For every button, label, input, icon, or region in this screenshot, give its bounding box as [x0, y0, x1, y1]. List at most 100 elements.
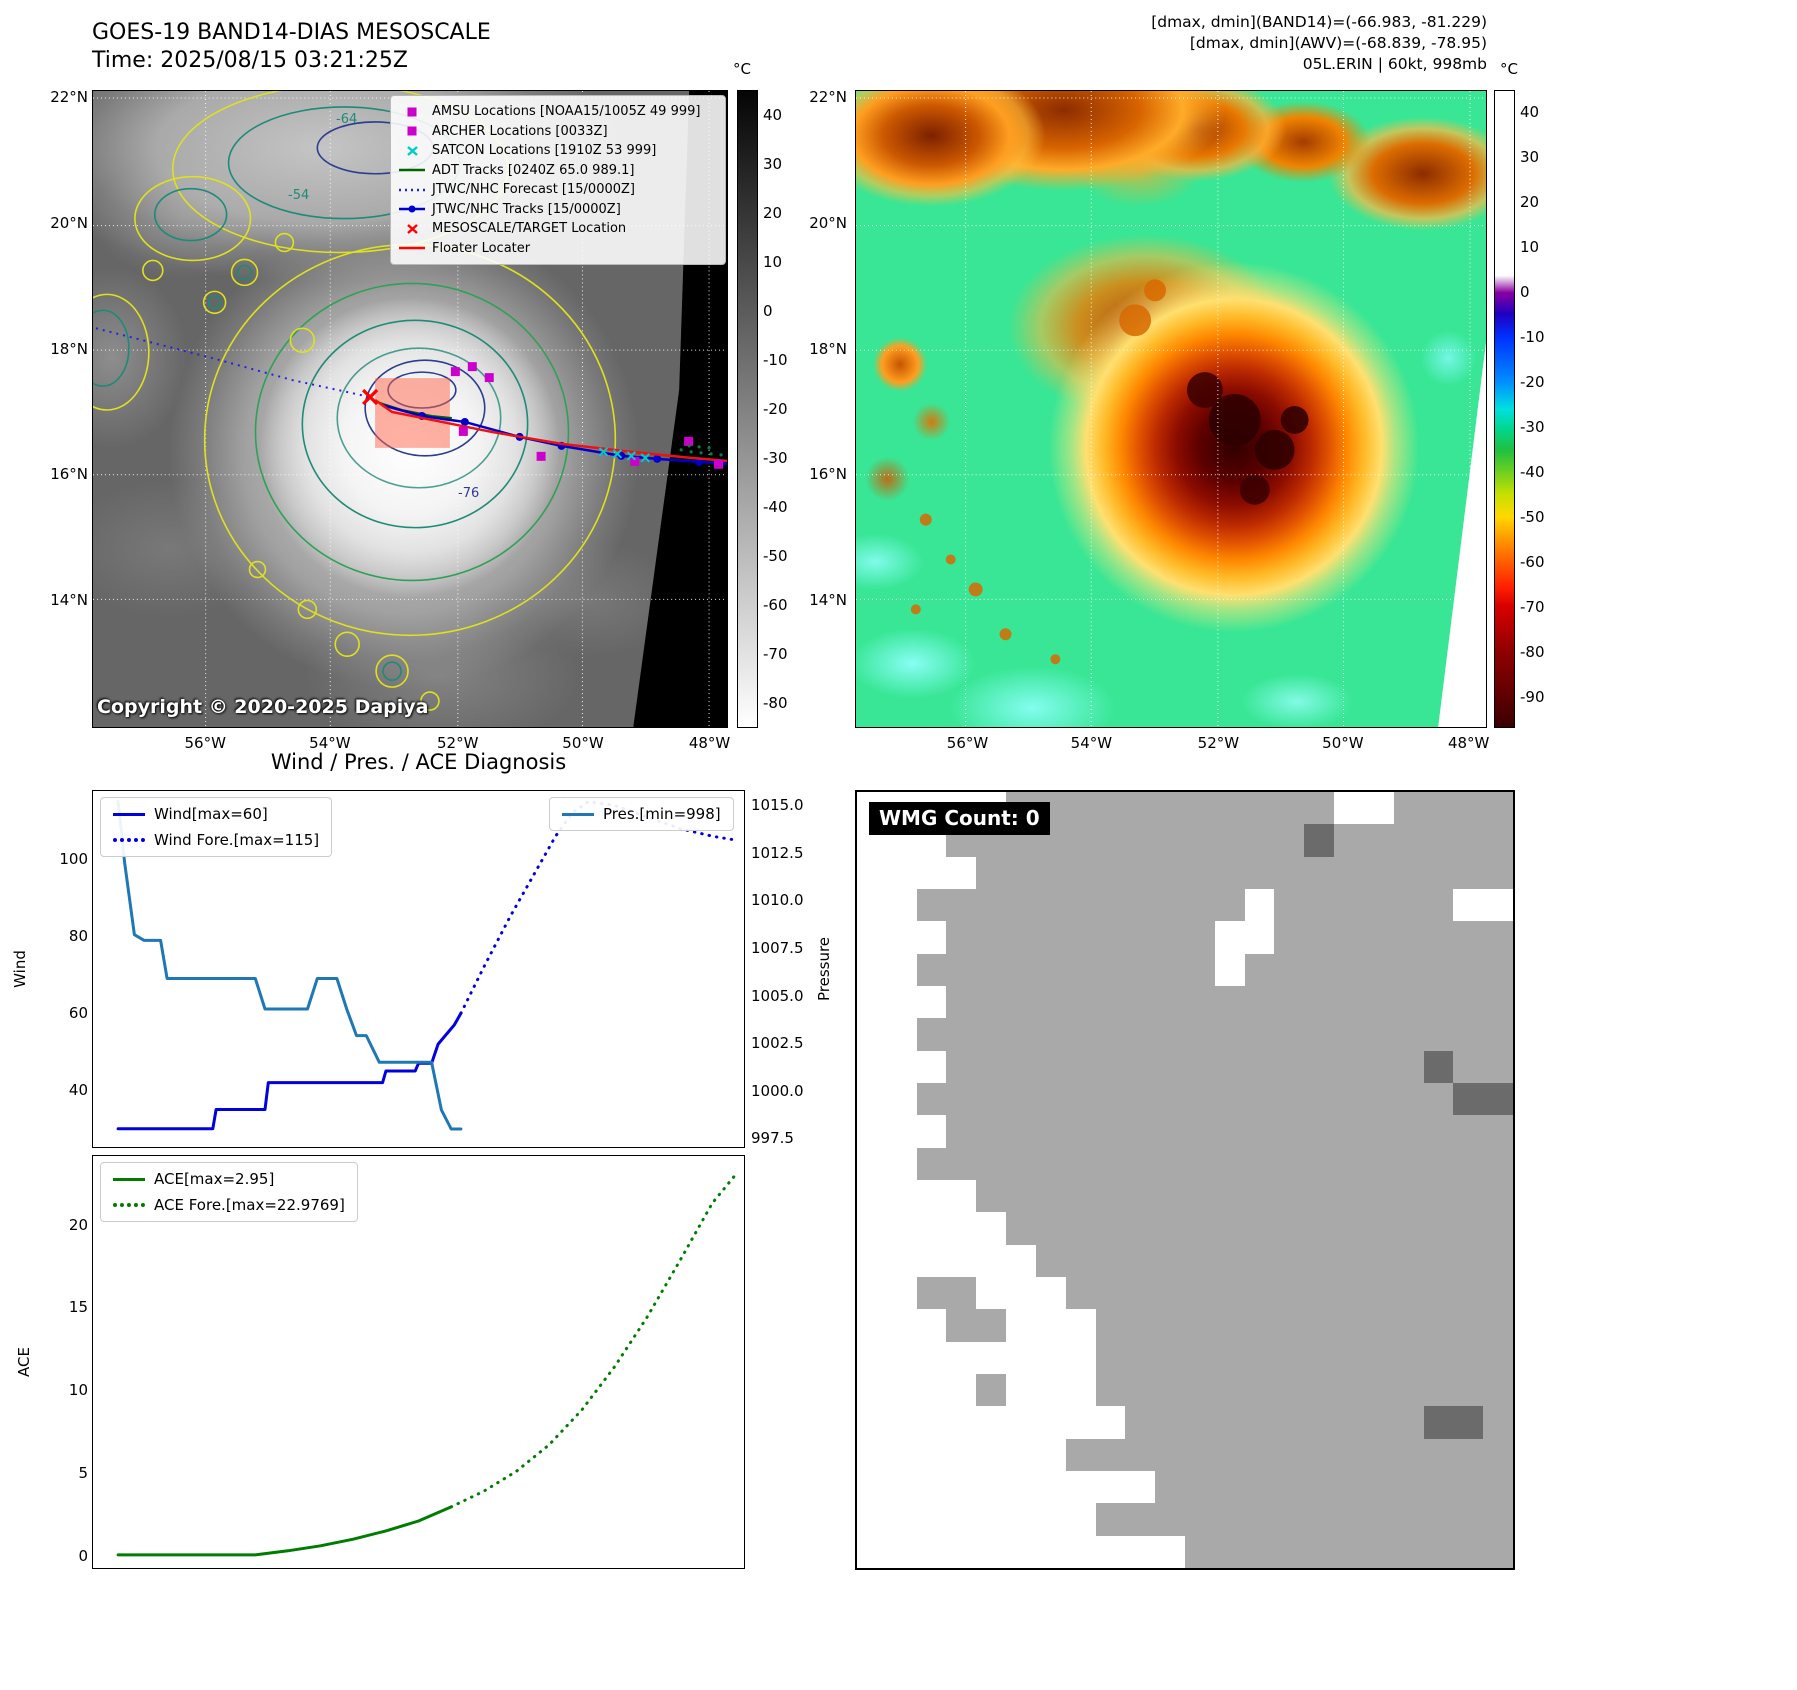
wmg-cell [1035, 1535, 1066, 1568]
wmg-cell [1363, 856, 1394, 889]
wmg-cell [1363, 792, 1394, 825]
wmg-cell [916, 1276, 947, 1310]
wmg-cell [1393, 1406, 1424, 1439]
pressure-line-sample-icon [562, 812, 594, 816]
wmg-cell [1244, 1276, 1275, 1310]
wmg-cell [1483, 1115, 1513, 1148]
wmg-cell [1453, 1309, 1484, 1342]
wmg-cell [1035, 1212, 1066, 1245]
wmg-cell [1244, 824, 1275, 857]
wmg-cell [1304, 1309, 1335, 1342]
wmg-cell [976, 1115, 1007, 1148]
wmg-cell [1334, 1309, 1364, 1342]
wmg-cell [1125, 792, 1156, 825]
band14-title: GOES-19 BAND14-DIAS MESOSCALE [92, 20, 491, 45]
dmax-dmin-awv: [dmax, dmin](AWV)=(-68.839, -78.95) [1189, 34, 1487, 52]
wind-legend: Wind[max=60] Wind Fore.[max=115] [100, 797, 333, 857]
wmg-cell [1274, 1115, 1305, 1148]
latitude-tick: 16°N [50, 465, 88, 484]
wmg-cell [946, 1276, 977, 1310]
colorbar-tick: 40 [1520, 103, 1540, 122]
wmg-cell [1035, 1179, 1066, 1213]
wmg-cell [857, 921, 887, 954]
wmg-cell [916, 1309, 947, 1342]
wmg-cell [976, 1179, 1007, 1213]
colorbar-tick: -10 [763, 350, 788, 369]
wmg-cell [1483, 921, 1513, 954]
band14-colorbar-ticks: 40 30 20 10 0 -10 -20 -30 -40 -50 -60 -70 -80 [763, 90, 803, 728]
latitude-tick: 20°N [809, 214, 847, 233]
pressure-tick: 1005.0 [751, 986, 804, 1005]
wmg-cell [976, 985, 1007, 1019]
wmg-cell [1125, 1212, 1156, 1245]
wmg-cell [1095, 1212, 1126, 1245]
wmg-cell [1214, 1179, 1245, 1213]
wmg-cell [1125, 1341, 1156, 1374]
x-marker-icon [407, 145, 418, 156]
wmg-cell [886, 1373, 917, 1407]
wmg-cell [1065, 1179, 1096, 1213]
wmg-cell [1095, 856, 1126, 889]
band14-colorbar-unit: °C [733, 60, 751, 78]
colorbar-tick: -20 [763, 400, 788, 418]
wmg-cell [1393, 1535, 1424, 1568]
wmg-cell [1304, 824, 1335, 857]
wmg-cell [1423, 1115, 1454, 1148]
colorbar-tick: -50 [1520, 507, 1545, 526]
wmg-cell [1274, 1179, 1305, 1213]
wmg-cell [1185, 1470, 1215, 1504]
wmg-cell [946, 1115, 977, 1148]
wmg-cell [1095, 1373, 1126, 1407]
wind-forecast-line-sample-icon [113, 838, 145, 842]
wmg-cell [1244, 1503, 1275, 1536]
wmg-cell [916, 1438, 947, 1471]
longitude-tick: 52°W [1197, 734, 1240, 752]
wmg-cell [1214, 1470, 1245, 1504]
wmg-cell [1274, 1147, 1305, 1180]
wmg-cell [1006, 1212, 1036, 1245]
longitude-tick: 54°W [1070, 734, 1113, 752]
wmg-cell [1065, 824, 1096, 857]
wmg-cell [1125, 953, 1156, 986]
colorbar-tick: 10 [1520, 238, 1540, 257]
wmg-cell [1393, 1309, 1424, 1342]
wmg-cell [946, 1082, 977, 1116]
wmg-cell [1363, 1082, 1394, 1116]
wmg-cell [1125, 1179, 1156, 1213]
wmg-cell [1065, 1309, 1096, 1342]
wmg-cell [1006, 1244, 1036, 1277]
wmg-cell [1006, 856, 1036, 889]
wmg-cell [1035, 1276, 1066, 1310]
wmg-cell [1483, 1212, 1513, 1245]
wmg-cell [1423, 1406, 1454, 1439]
wmg-cell [1453, 1503, 1484, 1536]
wmg-cell [857, 1018, 887, 1051]
wmg-cell [886, 1115, 917, 1148]
wmg-cell [976, 1147, 1007, 1180]
wmg-cell [1035, 1406, 1066, 1439]
wmg-cell [1363, 1503, 1394, 1536]
wmg-cell [1214, 1082, 1245, 1116]
colorbar-tick: 0 [1520, 283, 1530, 302]
wmg-cell [1095, 1309, 1126, 1342]
wmg-cell [1393, 1050, 1424, 1083]
wmg-cell [1363, 1147, 1394, 1180]
awv-map-panel [855, 90, 1487, 728]
wmg-cell [1095, 1018, 1126, 1051]
wmg-cell [1065, 1373, 1096, 1407]
pressure-y-axis: 1015.0 1012.5 1010.0 1007.5 1005.0 1002.5 1000… [751, 790, 811, 1148]
wmg-cell [857, 1179, 887, 1213]
wmg-cell [886, 1309, 917, 1342]
wmg-cell [1035, 1018, 1066, 1051]
wmg-cell [1214, 1018, 1245, 1051]
wmg-cell [1423, 792, 1454, 825]
wmg-cell [1334, 1438, 1364, 1471]
wmg-cell [1214, 1115, 1245, 1148]
wmg-cell [1095, 1050, 1126, 1083]
wmg-cell [1363, 824, 1394, 857]
wmg-cell [1274, 1503, 1305, 1536]
legend-item-label: ADT Tracks [0240Z 65.0 989.1] [432, 162, 635, 178]
wmg-cell [1483, 1438, 1513, 1471]
wmg-cell [1155, 1438, 1185, 1471]
wmg-cell [1304, 1341, 1335, 1374]
